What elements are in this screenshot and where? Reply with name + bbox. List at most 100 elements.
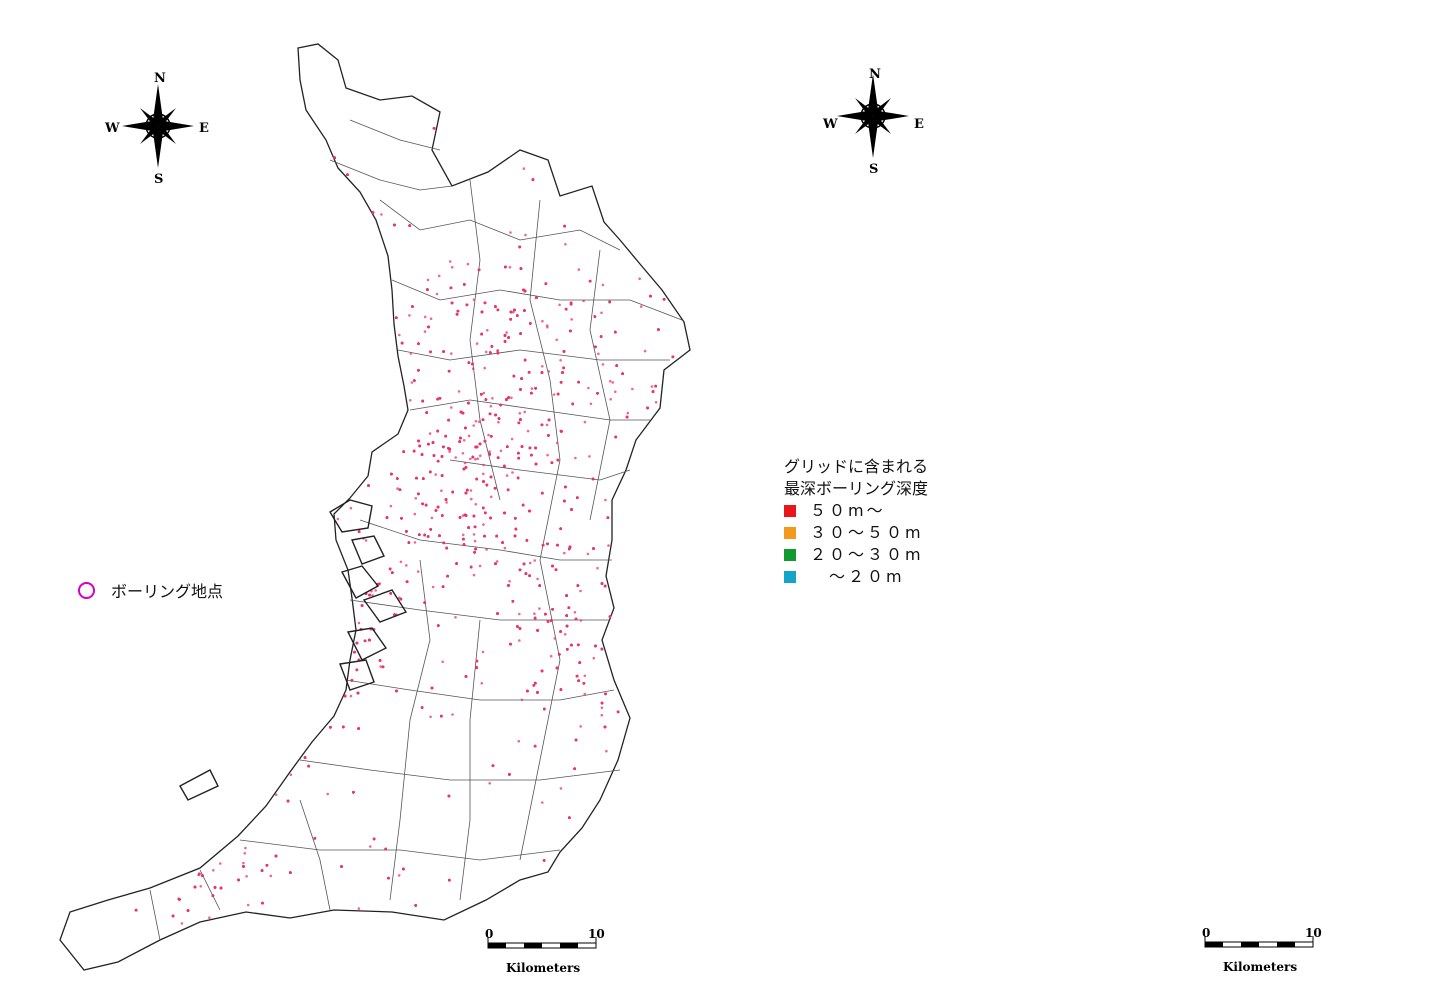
boring-point <box>552 393 556 396</box>
boring-point <box>528 561 532 565</box>
boring-point <box>483 366 487 370</box>
boring-point <box>357 621 361 625</box>
boring-point <box>368 638 371 642</box>
boring-point <box>657 328 660 331</box>
boring-point <box>350 679 354 682</box>
boring-point <box>441 660 445 664</box>
boring-point <box>638 277 641 281</box>
boring-point <box>604 498 607 502</box>
boring-point <box>541 801 544 804</box>
boring-point <box>357 727 360 730</box>
boring-point <box>446 574 449 578</box>
boring-point <box>487 433 490 437</box>
boring-point <box>440 489 443 493</box>
boring-point <box>469 489 473 492</box>
boring-point <box>662 298 666 301</box>
boring-point <box>533 559 536 562</box>
boring-point <box>503 334 507 337</box>
boring-point <box>631 387 634 391</box>
boring-point <box>577 268 581 271</box>
boring-point <box>418 444 422 448</box>
boring-point <box>519 418 522 421</box>
boring-point <box>570 643 573 647</box>
boring-point <box>512 374 516 378</box>
boring-point <box>540 423 544 427</box>
boring-point <box>389 504 393 508</box>
boring-point <box>371 211 375 214</box>
boring-point <box>499 449 503 453</box>
boring-point <box>621 372 624 376</box>
boring-point <box>518 412 522 415</box>
boring-point <box>571 402 574 406</box>
boring-point <box>409 399 412 402</box>
boring-point <box>469 457 472 461</box>
boring-point <box>488 450 491 453</box>
boring-point <box>413 541 417 544</box>
boring-point <box>474 503 478 506</box>
boring-point <box>545 423 549 427</box>
boring-point <box>649 294 652 298</box>
boring-point <box>522 562 526 566</box>
boring-point <box>482 463 485 467</box>
boring-point <box>512 310 515 314</box>
boring-point <box>478 564 482 568</box>
boring-point <box>405 564 408 567</box>
boring-point <box>343 694 347 698</box>
boring-point <box>466 488 469 492</box>
boring-point <box>592 547 595 550</box>
boring-point <box>450 406 453 409</box>
boring-point <box>410 381 414 384</box>
boring-point <box>374 589 378 592</box>
boring-point <box>482 523 485 526</box>
boring-point <box>435 292 439 296</box>
boring-point <box>533 612 536 615</box>
boring-point <box>565 624 569 628</box>
boring-point <box>546 542 549 546</box>
boring-point <box>611 381 615 384</box>
boring-point <box>562 350 566 353</box>
boring-point <box>588 279 592 283</box>
boring-point <box>513 534 517 538</box>
boring-point <box>457 390 461 393</box>
boring-point <box>384 847 388 851</box>
boring-point <box>574 456 577 460</box>
boring-point <box>454 616 457 619</box>
boring-point <box>364 539 368 542</box>
boring-point <box>244 846 247 850</box>
boring-point <box>408 314 411 317</box>
boring-point <box>491 764 495 767</box>
boring-point <box>440 455 444 458</box>
boring-point <box>479 454 482 458</box>
boring-point <box>529 322 532 325</box>
boring-point <box>510 396 513 400</box>
boring-point <box>464 426 467 430</box>
boring-point <box>508 580 511 583</box>
boring-point <box>507 336 510 339</box>
boring-point <box>530 387 534 390</box>
boring-point <box>349 506 353 510</box>
boring-point <box>396 487 399 490</box>
boring-point <box>654 384 657 388</box>
boring-point <box>274 854 278 858</box>
boring-point <box>473 525 477 529</box>
boring-point <box>559 359 562 362</box>
boring-point <box>528 446 532 450</box>
boring-point <box>423 533 427 537</box>
boring-point <box>494 562 497 565</box>
boring-point <box>589 402 593 406</box>
boring-point <box>496 456 500 460</box>
boring-point <box>614 435 617 439</box>
boring-point <box>436 429 440 433</box>
boring-point <box>555 338 558 342</box>
boring-point <box>516 314 519 317</box>
boring-point <box>336 517 340 521</box>
boring-point <box>201 874 204 877</box>
boring-point <box>369 845 372 848</box>
boring-point <box>471 367 475 371</box>
boring-point <box>510 437 514 441</box>
boring-point <box>486 329 489 332</box>
boring-point <box>429 350 432 354</box>
boring-point <box>450 266 454 269</box>
boring-point <box>596 566 599 570</box>
boring-point <box>577 679 580 682</box>
